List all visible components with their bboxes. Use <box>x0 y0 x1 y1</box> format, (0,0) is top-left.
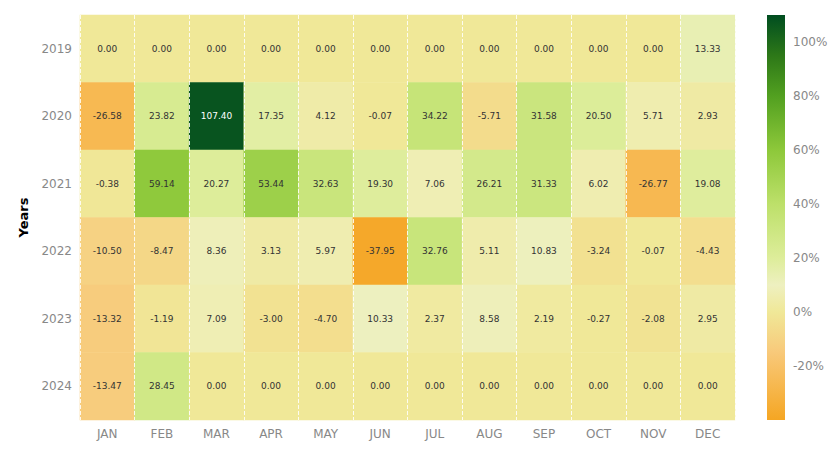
svg-text:7.06: 7.06 <box>425 179 445 189</box>
svg-text:0.00: 0.00 <box>261 44 281 54</box>
svg-text:MAY: MAY <box>313 427 339 441</box>
svg-text:5.11: 5.11 <box>479 246 499 256</box>
svg-text:-0.07: -0.07 <box>369 111 392 121</box>
svg-text:-2.08: -2.08 <box>641 314 665 324</box>
svg-text:2.95: 2.95 <box>698 314 718 324</box>
svg-text:0.00: 0.00 <box>316 381 336 391</box>
svg-text:-4.43: -4.43 <box>696 246 719 256</box>
svg-text:32.63: 32.63 <box>313 179 339 189</box>
svg-text:Years: Years <box>16 197 31 238</box>
svg-text:0.00: 0.00 <box>643 44 663 54</box>
svg-text:100%: 100% <box>793 35 827 49</box>
svg-text:0.00: 0.00 <box>479 381 499 391</box>
svg-text:2.37: 2.37 <box>425 314 445 324</box>
svg-text:7.09: 7.09 <box>206 314 226 324</box>
svg-text:19.30: 19.30 <box>367 179 393 189</box>
svg-text:3.13: 3.13 <box>261 246 281 256</box>
svg-text:DEC: DEC <box>695 427 720 441</box>
svg-text:34.22: 34.22 <box>422 111 448 121</box>
svg-text:60%: 60% <box>793 143 820 157</box>
svg-text:JUL: JUL <box>424 427 444 441</box>
svg-text:26.21: 26.21 <box>476 179 502 189</box>
svg-text:-0.38: -0.38 <box>96 179 120 189</box>
svg-text:32.76: 32.76 <box>422 246 448 256</box>
svg-text:-10.50: -10.50 <box>93 246 122 256</box>
svg-text:JAN: JAN <box>96 427 118 441</box>
svg-text:17.35: 17.35 <box>258 111 284 121</box>
svg-text:0.00: 0.00 <box>206 44 226 54</box>
svg-text:2024: 2024 <box>41 379 72 393</box>
svg-text:0%: 0% <box>793 305 812 319</box>
svg-text:6.02: 6.02 <box>589 179 609 189</box>
svg-text:-5.71: -5.71 <box>478 111 501 121</box>
svg-text:28.45: 28.45 <box>149 381 175 391</box>
svg-text:APR: APR <box>259 427 283 441</box>
svg-text:2020: 2020 <box>41 109 72 123</box>
svg-text:0.00: 0.00 <box>261 381 281 391</box>
svg-text:-26.58: -26.58 <box>93 111 122 121</box>
svg-text:107.40: 107.40 <box>201 111 233 121</box>
svg-text:AUG: AUG <box>476 427 502 441</box>
svg-text:20.27: 20.27 <box>204 179 230 189</box>
svg-text:20%: 20% <box>793 251 820 265</box>
svg-text:2022: 2022 <box>41 244 72 258</box>
svg-text:0.00: 0.00 <box>589 381 609 391</box>
svg-text:80%: 80% <box>793 89 820 103</box>
svg-text:OCT: OCT <box>586 427 612 441</box>
svg-text:-3.24: -3.24 <box>587 246 611 256</box>
svg-text:0.00: 0.00 <box>97 44 117 54</box>
svg-text:23.82: 23.82 <box>149 111 175 121</box>
svg-text:0.00: 0.00 <box>316 44 336 54</box>
svg-text:53.44: 53.44 <box>258 179 284 189</box>
svg-text:20.50: 20.50 <box>586 111 612 121</box>
svg-text:8.36: 8.36 <box>206 246 226 256</box>
svg-text:5.97: 5.97 <box>316 246 336 256</box>
svg-text:MAR: MAR <box>203 427 230 441</box>
svg-text:0.00: 0.00 <box>425 44 445 54</box>
svg-text:2.93: 2.93 <box>698 111 718 121</box>
svg-text:59.14: 59.14 <box>149 179 175 189</box>
svg-text:5.71: 5.71 <box>643 111 663 121</box>
svg-text:-0.27: -0.27 <box>587 314 610 324</box>
svg-text:FEB: FEB <box>151 427 174 441</box>
svg-text:-26.77: -26.77 <box>639 179 668 189</box>
svg-text:0.00: 0.00 <box>152 44 172 54</box>
svg-text:-1.19: -1.19 <box>150 314 174 324</box>
svg-text:4.12: 4.12 <box>316 111 336 121</box>
svg-text:2.19: 2.19 <box>534 314 554 324</box>
svg-text:2019: 2019 <box>41 42 72 56</box>
svg-text:0.00: 0.00 <box>370 44 390 54</box>
svg-text:13.33: 13.33 <box>695 44 721 54</box>
svg-text:40%: 40% <box>793 197 820 211</box>
svg-text:10.33: 10.33 <box>367 314 393 324</box>
svg-text:19.08: 19.08 <box>695 179 721 189</box>
svg-text:SEP: SEP <box>533 427 555 441</box>
svg-text:0.00: 0.00 <box>589 44 609 54</box>
svg-text:0.00: 0.00 <box>698 381 718 391</box>
svg-text:2021: 2021 <box>41 177 72 191</box>
svg-text:-8.47: -8.47 <box>150 246 173 256</box>
svg-text:-20%: -20% <box>793 359 824 373</box>
svg-text:10.83: 10.83 <box>531 246 557 256</box>
svg-text:0.00: 0.00 <box>534 44 554 54</box>
svg-text:-13.32: -13.32 <box>93 314 122 324</box>
svg-text:-13.47: -13.47 <box>93 381 122 391</box>
svg-text:-3.00: -3.00 <box>259 314 283 324</box>
svg-text:0.00: 0.00 <box>206 381 226 391</box>
svg-text:-4.70: -4.70 <box>314 314 338 324</box>
svg-text:0.00: 0.00 <box>534 381 554 391</box>
svg-text:2023: 2023 <box>41 312 72 326</box>
svg-text:JUN: JUN <box>369 427 391 441</box>
svg-text:0.00: 0.00 <box>643 381 663 391</box>
svg-text:8.58: 8.58 <box>479 314 499 324</box>
svg-text:-0.07: -0.07 <box>641 246 664 256</box>
svg-text:-37.95: -37.95 <box>366 246 395 256</box>
svg-text:31.58: 31.58 <box>531 111 557 121</box>
svg-text:0.00: 0.00 <box>370 381 390 391</box>
svg-text:0.00: 0.00 <box>479 44 499 54</box>
svg-text:0.00: 0.00 <box>425 381 445 391</box>
svg-text:31.33: 31.33 <box>531 179 557 189</box>
svg-text:NOV: NOV <box>640 427 667 441</box>
